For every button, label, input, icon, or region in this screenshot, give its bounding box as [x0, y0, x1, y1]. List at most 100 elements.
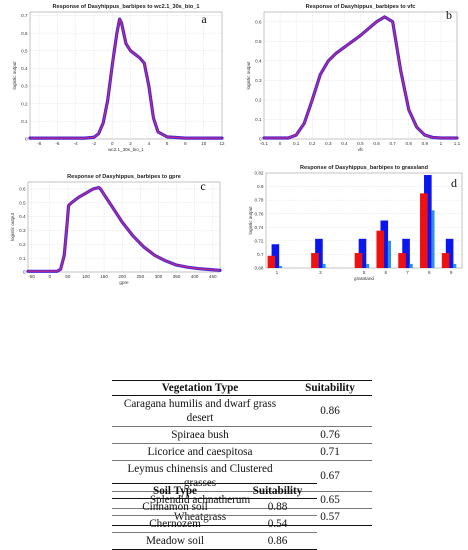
y-tick-label: 0.6: [19, 187, 26, 192]
bar: [441, 253, 450, 268]
x-axis-label: gpre: [119, 280, 129, 285]
column-header: Soil Type: [112, 483, 238, 499]
x-tick-label: 350: [173, 274, 181, 279]
y-tick-label: 0.2: [19, 242, 26, 247]
x-tick-label: 0.2: [309, 141, 316, 146]
table-row: Cinnamon soil 0.88: [112, 498, 317, 516]
x-tick-label: 0.8: [406, 141, 413, 146]
chart-panel-b: Response of Dasyhippus_barbipes to vfc 0 0…: [236, 0, 468, 165]
y-axis-label: logistic output: [248, 206, 253, 235]
x-tick-label: 8: [428, 270, 431, 275]
chart-c: Response of Dasyhippus_barbipes to gpre 0…: [10, 174, 222, 285]
column-header: Suitability: [288, 380, 372, 396]
table-row: Meadow soil 0.86: [112, 532, 317, 550]
panel-label: b: [446, 8, 452, 22]
x-tick-label: 4: [148, 141, 151, 146]
x-tick-label: -0.1: [260, 141, 268, 146]
response-curve: [264, 16, 457, 139]
y-tick-label: 0.1: [19, 256, 26, 261]
chart-b: Response of Dasyhippus_barbipes to vfc 0 0…: [246, 4, 461, 152]
y-tick-label: 0.4: [19, 214, 26, 219]
x-tick-label: 6: [166, 141, 169, 146]
soil-type-cell: Cinnamon soil: [112, 498, 238, 516]
x-tick-label: 1.1: [454, 141, 461, 146]
bar: [424, 175, 432, 268]
y-tick-label: 0: [259, 137, 262, 142]
chart-title: Response of Dasyhippus_barbipes to wc2.1…: [52, 4, 199, 10]
bar: [402, 238, 410, 268]
x-tick-label: 5: [363, 270, 366, 275]
soil-type-cell: Meadow soil: [112, 532, 238, 550]
vegetation-type-cell: Caragana humilis and dwarf grass desert: [112, 395, 288, 427]
y-tick-label: 0.68: [255, 266, 264, 271]
bar: [431, 210, 435, 268]
chart-title: Response of Dasyhippus_barbipes to grass…: [300, 165, 429, 171]
y-tick-label: 0.7: [257, 252, 264, 257]
x-tick-label: 2: [129, 141, 132, 146]
bar: [380, 220, 389, 268]
x-axis-label: wc2.1_30s_bio_1: [108, 147, 144, 152]
x-axis-label: grassland: [354, 276, 374, 281]
bar: [271, 244, 280, 268]
bar: [398, 253, 406, 268]
x-tick-label: 0.5: [357, 141, 364, 146]
chart-panel-a: Response of Dasyhippus_barbipes to wc2.1…: [0, 0, 228, 165]
bar: [267, 255, 276, 268]
chart-d: Response of Dasyhippus_barbipes to grass…: [248, 165, 463, 281]
column-header: Vegetation Type: [112, 380, 288, 396]
chart-title: Response of Dasyhippus_barbipes to vfc: [306, 4, 416, 10]
x-tick-label: 0.4: [341, 141, 348, 146]
suitability-cell: 0.86: [238, 532, 317, 550]
table-row: Caragana humilis and dwarf grass desert 0…: [112, 395, 372, 427]
y-tick-label: 0.7: [21, 13, 28, 18]
y-tick-label: 0.6: [21, 31, 28, 36]
y-tick-label: 0.4: [21, 66, 28, 71]
suitability-cell: 0.71: [288, 443, 372, 461]
vegetation-type-cell: Spiraea bush: [112, 426, 288, 444]
y-axis-label: logistic output: [10, 212, 15, 241]
bar: [387, 240, 391, 268]
y-tick-label: 0.3: [255, 78, 262, 83]
x-tick-label: 0: [111, 141, 114, 146]
y-tick-label: 0.5: [19, 200, 26, 205]
bar: [453, 263, 457, 268]
y-tick-label: 0.4: [255, 58, 262, 63]
panel-label: d: [451, 176, 457, 190]
x-tick-label: 6: [384, 270, 387, 275]
y-tick-label: 0.2: [21, 101, 28, 106]
bar: [278, 265, 283, 268]
y-tick-label: 0.3: [21, 84, 28, 89]
x-tick-label: 9: [450, 270, 453, 275]
x-tick-label: 7: [406, 270, 409, 275]
bar: [358, 238, 367, 268]
bar: [315, 238, 323, 268]
y-tick-label: 0.5: [21, 48, 28, 53]
plot-area: [29, 11, 223, 140]
x-tick-label: 0.1: [293, 141, 300, 146]
bar: [445, 238, 454, 268]
y-tick-label: 0.8: [257, 184, 264, 189]
soil-table: Soil Type Suitability Cinnamon soil 0.88 …: [112, 483, 317, 550]
x-tick-label: 3: [319, 270, 322, 275]
bar: [409, 263, 413, 268]
column-header: Suitability: [238, 483, 317, 499]
x-tick-label: 10: [201, 141, 207, 146]
table-header-row: Soil Type Suitability: [112, 483, 317, 499]
y-tick-label: 0.3: [19, 228, 26, 233]
x-tick-label: 50: [65, 274, 71, 279]
x-tick-label: -2: [92, 141, 97, 146]
table-row: Spiraea bush 0.76: [112, 426, 372, 444]
bar: [354, 253, 363, 268]
panel-label: a: [201, 12, 207, 26]
x-tick-label: -8: [37, 141, 42, 146]
x-tick-label: 0: [48, 274, 51, 279]
x-tick-label: -4: [74, 141, 79, 146]
x-tick-label: 1: [276, 270, 279, 275]
x-tick-label: 0.9: [422, 141, 429, 146]
y-tick-label: 0.6: [255, 19, 262, 24]
vegetation-type-cell: Licorice and caespitosa: [112, 443, 288, 461]
y-tick-label: 0.78: [255, 198, 264, 203]
table-row: Chernozem 0.54: [112, 515, 317, 533]
y-tick-label: 0.1: [255, 117, 262, 122]
y-axis-label: logistic output: [246, 61, 251, 90]
